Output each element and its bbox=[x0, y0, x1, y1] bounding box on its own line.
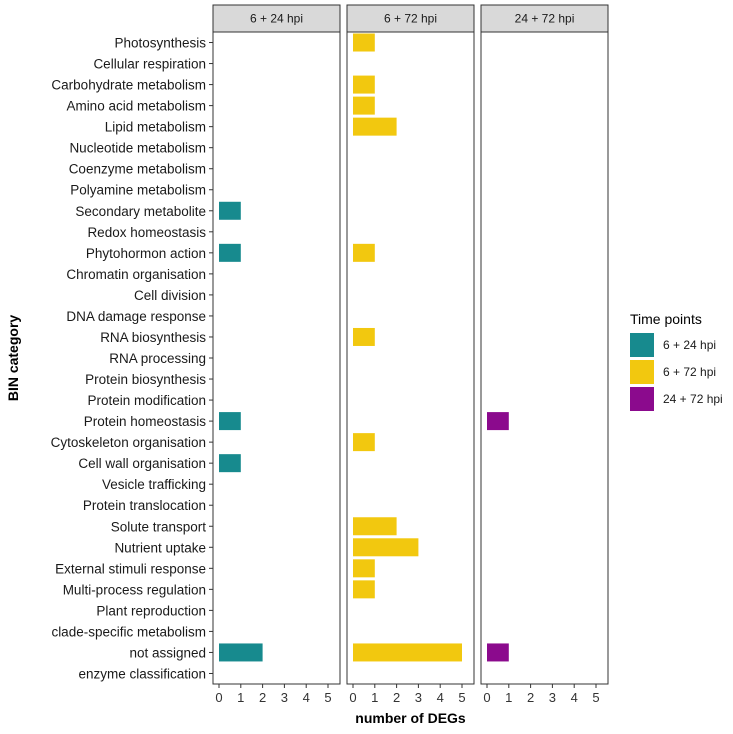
category-label: External stimuli response bbox=[55, 561, 206, 576]
category-label: Photosynthesis bbox=[114, 36, 206, 51]
y-axis-title: BIN category bbox=[5, 315, 21, 402]
category-label: Cell division bbox=[134, 288, 206, 303]
facet-strip bbox=[212, 4, 341, 33]
facet-strip bbox=[480, 4, 609, 33]
facet-panel: 24 + 72 hpi 0 1 2 3 4 5 bbox=[480, 4, 609, 705]
bar bbox=[353, 117, 397, 136]
x-tick-label: 0 bbox=[483, 690, 490, 705]
category-labels: Photosynthesis Cellular respiration Carboh… bbox=[51, 36, 213, 681]
category-label: Polyamine metabolism bbox=[70, 183, 206, 198]
legend-label: 6 + 24 hpi bbox=[663, 338, 716, 352]
bar bbox=[353, 580, 375, 599]
facet-strip-label: 6 + 24 hpi bbox=[250, 12, 303, 26]
category-label: Coenzyme metabolism bbox=[69, 162, 206, 177]
category-label: Cell wall organisation bbox=[78, 456, 206, 471]
bar bbox=[219, 243, 241, 262]
facet-panel: 6 + 24 hpi 0 1 2 3 4 5 bbox=[212, 4, 341, 705]
x-tick-label: 3 bbox=[415, 690, 422, 705]
bar bbox=[353, 243, 375, 262]
facet-strip-label: 6 + 72 hpi bbox=[384, 12, 437, 26]
category-label: Amino acid metabolism bbox=[66, 99, 206, 114]
bar bbox=[353, 517, 397, 536]
bar bbox=[353, 75, 375, 94]
x-tick-label: 2 bbox=[527, 690, 534, 705]
bar bbox=[219, 412, 241, 431]
category-label: Multi-process regulation bbox=[63, 582, 206, 597]
category-label: Lipid metabolism bbox=[105, 120, 206, 135]
panel-border bbox=[346, 31, 475, 685]
x-tick-label: 4 bbox=[437, 690, 444, 705]
x-tick-label: 0 bbox=[215, 690, 222, 705]
legend-title: Time points bbox=[630, 311, 702, 327]
x-tick-label: 4 bbox=[303, 690, 310, 705]
category-label: Secondary metabolite bbox=[75, 204, 206, 219]
x-tick-label: 0 bbox=[349, 690, 356, 705]
panel-border bbox=[480, 31, 609, 685]
facet-strip-label: 24 + 72 hpi bbox=[515, 12, 575, 26]
bar bbox=[219, 643, 263, 662]
x-tick-label: 3 bbox=[281, 690, 288, 705]
bar bbox=[353, 33, 375, 52]
x-tick-label: 1 bbox=[505, 690, 512, 705]
category-label: Carbohydrate metabolism bbox=[51, 78, 206, 93]
x-tick-label: 1 bbox=[371, 690, 378, 705]
x-tick-label: 3 bbox=[549, 690, 556, 705]
bar bbox=[353, 643, 462, 662]
bar bbox=[487, 412, 509, 431]
category-label: not assigned bbox=[129, 645, 206, 660]
bar bbox=[353, 327, 375, 346]
x-axis-title: number of DEGs bbox=[355, 710, 466, 726]
legend-label: 24 + 72 hpi bbox=[663, 392, 723, 406]
bar bbox=[353, 559, 375, 578]
category-label: Redox homeostasis bbox=[87, 225, 206, 240]
bar bbox=[353, 538, 419, 557]
facet-panel: 6 + 72 hpi 0 1 2 3 4 5 bbox=[346, 4, 475, 705]
category-label: clade-specific metabolism bbox=[51, 624, 206, 639]
legend: Time points 6 + 24 hpi 6 + 72 hpi 24 + 72 … bbox=[630, 311, 723, 411]
bar bbox=[353, 96, 375, 115]
bar bbox=[219, 201, 241, 220]
category-label: Protein modification bbox=[87, 393, 206, 408]
legend-key bbox=[630, 387, 654, 411]
category-label: RNA processing bbox=[109, 351, 206, 366]
category-label: Chromatin organisation bbox=[66, 267, 206, 282]
facet-strip bbox=[346, 4, 475, 33]
legend-label: 6 + 72 hpi bbox=[663, 365, 716, 379]
category-label: Nutrient uptake bbox=[114, 540, 206, 555]
legend-key bbox=[630, 360, 654, 384]
category-label: enzyme classification bbox=[78, 666, 206, 681]
category-label: Plant reproduction bbox=[96, 603, 206, 618]
x-tick-label: 5 bbox=[324, 690, 331, 705]
x-tick-label: 5 bbox=[458, 690, 465, 705]
category-label: Vesicle trafficking bbox=[102, 477, 206, 492]
category-label: Cytoskeleton organisation bbox=[51, 435, 206, 450]
category-label: Protein homeostasis bbox=[84, 414, 207, 429]
bar bbox=[219, 454, 241, 473]
panel-border bbox=[212, 31, 341, 685]
x-tick-label: 4 bbox=[571, 690, 578, 705]
x-tick-label: 2 bbox=[393, 690, 400, 705]
x-tick-label: 1 bbox=[237, 690, 244, 705]
category-label: Cellular respiration bbox=[93, 57, 206, 72]
bar bbox=[353, 433, 375, 452]
category-label: DNA damage response bbox=[66, 309, 206, 324]
category-label: Protein translocation bbox=[83, 498, 206, 513]
category-label: Phytohormon action bbox=[86, 246, 206, 261]
category-label: Protein biosynthesis bbox=[85, 372, 206, 387]
category-label: Nucleotide metabolism bbox=[69, 141, 206, 156]
legend-key bbox=[630, 333, 654, 357]
x-tick-label: 2 bbox=[259, 690, 266, 705]
x-tick-label: 5 bbox=[592, 690, 599, 705]
bar bbox=[487, 643, 509, 662]
category-label: Solute transport bbox=[111, 519, 207, 534]
category-label: RNA biosynthesis bbox=[100, 330, 206, 345]
